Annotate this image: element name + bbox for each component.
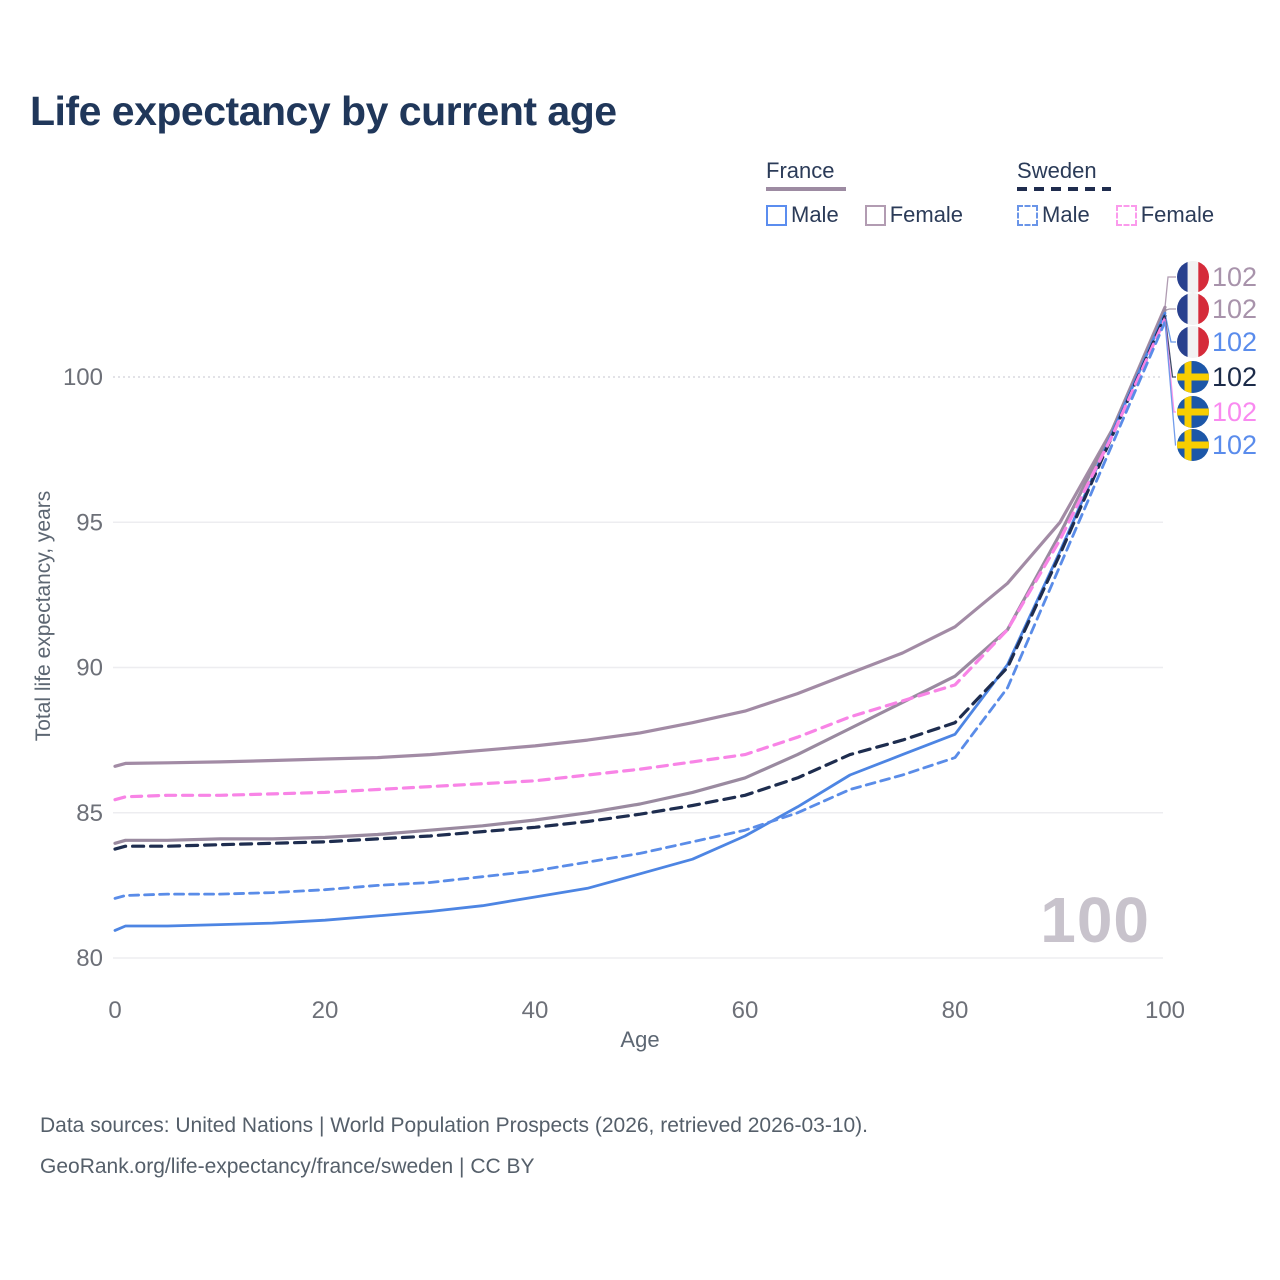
end-value-label: 102 [1212, 362, 1257, 392]
legend-item-label: Male [791, 202, 839, 227]
footer: Data sources: United Nations | World Pop… [40, 1105, 868, 1187]
legend-item-france-female[interactable]: Female [864, 202, 964, 228]
legend-group-sweden: Sweden Male Female [1017, 158, 1214, 228]
sweden-flag-icon [1177, 429, 1209, 461]
legend-item-label: Female [889, 202, 964, 227]
end-value-label: 102 [1212, 327, 1257, 357]
x-tick-label: 20 [312, 997, 339, 1024]
x-tick-label: 80 [942, 997, 969, 1024]
legend-item-label: Female [1140, 202, 1215, 227]
x-tick-label: 100 [1145, 997, 1185, 1024]
legend: France Male Female Sweden Male Female [766, 158, 1214, 228]
france-flag-icon [1177, 293, 1209, 325]
sweden-flag-icon [1177, 396, 1209, 428]
series-line-france-female [113, 305, 1167, 768]
page-title: Life expectancy by current age [30, 88, 617, 134]
x-axis-title: Age [620, 1027, 660, 1052]
x-tick-label: 60 [732, 997, 759, 1024]
legend-country-label: Sweden [1017, 158, 1097, 183]
legend-swatch [1115, 204, 1137, 226]
y-tick-label: 100 [63, 364, 103, 391]
series-line-sweden-female [113, 317, 1167, 802]
y-tick-label: 95 [76, 509, 103, 536]
y-axis-title: Total life expectancy, years [32, 490, 55, 742]
series-line-sweden-both-sexes- [113, 314, 1167, 851]
end-value-label: 102 [1212, 262, 1257, 292]
legend-item-sweden-male[interactable]: Male [1017, 202, 1090, 228]
end-label-connector [1164, 276, 1176, 308]
sweden-flag-icon [1177, 361, 1209, 393]
end-value-label: 102 [1212, 430, 1257, 460]
series-line-france-both-sexes- [113, 308, 1167, 845]
watermark-text: 100 [1040, 884, 1150, 956]
legend-item-sweden-female[interactable]: Female [1115, 202, 1215, 228]
y-tick-label: 85 [76, 800, 103, 827]
france-flag-icon [1177, 326, 1209, 358]
legend-group-france: France Male Female [766, 158, 963, 228]
legend-swatch [864, 204, 886, 226]
end-value-label: 102 [1212, 397, 1257, 427]
series-line-france-male [113, 311, 1167, 932]
legend-country-linestyle [1017, 187, 1112, 191]
end-label-connector [1164, 321, 1177, 446]
legend-item-label: Male [1042, 202, 1090, 227]
x-tick-label: 0 [108, 997, 121, 1024]
france-flag-icon [1177, 261, 1209, 293]
end-label-connector [1164, 308, 1176, 311]
legend-swatch [766, 204, 787, 226]
y-tick-label: 80 [76, 945, 103, 972]
legend-country-label: France [766, 158, 835, 183]
legend-item-france-male[interactable]: Male [766, 202, 839, 228]
end-label-connector [1164, 315, 1176, 378]
end-value-label: 102 [1212, 294, 1257, 324]
footer-data-sources: Data sources: United Nations | World Pop… [40, 1114, 869, 1137]
end-label-connector [1164, 312, 1176, 343]
series-line-sweden-male [113, 320, 1167, 900]
x-tick-label: 40 [522, 997, 549, 1024]
y-tick-label: 90 [76, 655, 103, 682]
footer-attribution: GeoRank.org/life-expectancy/france/swede… [40, 1155, 535, 1178]
legend-country-linestyle [766, 187, 846, 191]
legend-swatch [1017, 204, 1039, 226]
